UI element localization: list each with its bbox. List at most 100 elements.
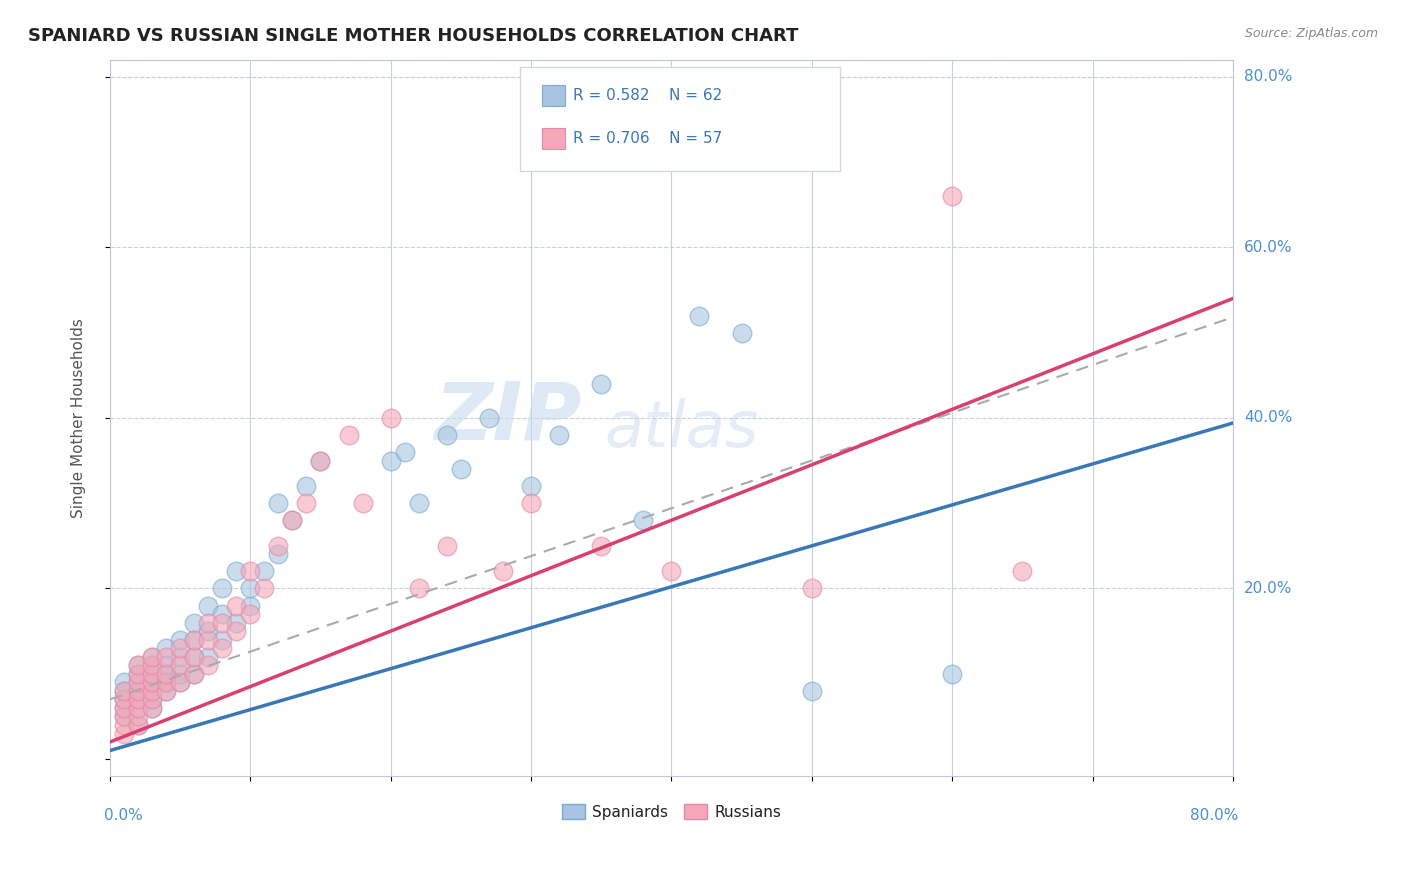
Point [239, 599, 262, 613]
Point [211, 641, 233, 656]
Text: 40.0%: 40.0% [1244, 410, 1292, 425]
Point [394, 445, 416, 459]
Point [183, 649, 205, 664]
Point [127, 684, 149, 698]
Point [183, 649, 205, 664]
Text: Source: ZipAtlas.com: Source: ZipAtlas.com [1244, 27, 1378, 40]
Point [295, 496, 318, 510]
Point [127, 692, 149, 706]
Point [169, 649, 191, 664]
Point [141, 658, 163, 673]
Point [520, 479, 543, 493]
Point [520, 496, 543, 510]
Point [211, 632, 233, 647]
Point [492, 565, 515, 579]
Point [112, 709, 135, 723]
Point [730, 326, 752, 340]
Point [141, 701, 163, 715]
Y-axis label: Single Mother Households: Single Mother Households [72, 318, 86, 518]
Point [127, 666, 149, 681]
Point [436, 539, 458, 553]
Point [941, 666, 963, 681]
Point [127, 701, 149, 715]
Point [197, 632, 219, 647]
Point [633, 513, 655, 527]
Point [239, 607, 262, 621]
Point [183, 632, 205, 647]
Point [112, 684, 135, 698]
Point [408, 496, 430, 510]
Point [197, 615, 219, 630]
Text: atlas: atlas [605, 398, 758, 459]
Point [197, 649, 219, 664]
Point [169, 641, 191, 656]
Point [661, 565, 683, 579]
Point [239, 565, 262, 579]
Text: SPANIARD VS RUSSIAN SINGLE MOTHER HOUSEHOLDS CORRELATION CHART: SPANIARD VS RUSSIAN SINGLE MOTHER HOUSEH… [28, 27, 799, 45]
Point [155, 666, 177, 681]
Text: R = 0.706    N = 57: R = 0.706 N = 57 [572, 131, 721, 146]
Point [127, 709, 149, 723]
Point [127, 718, 149, 732]
Bar [543, 85, 565, 106]
Point [450, 462, 472, 476]
Point [267, 496, 290, 510]
Point [112, 692, 135, 706]
Point [141, 684, 163, 698]
Point [141, 692, 163, 706]
Point [800, 684, 823, 698]
Point [183, 666, 205, 681]
Point [112, 684, 135, 698]
Point [127, 658, 149, 673]
Point [267, 547, 290, 561]
Point [295, 479, 318, 493]
FancyBboxPatch shape [520, 67, 839, 170]
Point [169, 658, 191, 673]
Point [548, 428, 571, 442]
Text: R = 0.582    N = 62: R = 0.582 N = 62 [572, 88, 721, 103]
Point [436, 428, 458, 442]
Text: 60.0%: 60.0% [1244, 240, 1292, 255]
Point [239, 582, 262, 596]
Point [155, 649, 177, 664]
Point [1011, 565, 1033, 579]
Point [155, 684, 177, 698]
Text: 0.0%: 0.0% [104, 808, 143, 823]
Point [155, 675, 177, 690]
Point [253, 565, 276, 579]
Point [169, 632, 191, 647]
Point [380, 410, 402, 425]
Point [281, 513, 304, 527]
Point [141, 649, 163, 664]
Point [112, 701, 135, 715]
Point [941, 189, 963, 203]
Point [225, 565, 247, 579]
Point [183, 615, 205, 630]
Point [155, 658, 177, 673]
Point [267, 539, 290, 553]
Point [169, 675, 191, 690]
Text: ZIP: ZIP [434, 379, 582, 457]
Point [225, 599, 247, 613]
Point [800, 582, 823, 596]
Point [591, 539, 613, 553]
Point [112, 718, 135, 732]
Point [211, 582, 233, 596]
Point [141, 649, 163, 664]
Point [169, 675, 191, 690]
Point [281, 513, 304, 527]
Point [141, 675, 163, 690]
Legend: Spaniards, Russians: Spaniards, Russians [555, 797, 787, 826]
Point [127, 701, 149, 715]
Bar [543, 128, 565, 149]
Point [127, 666, 149, 681]
Point [112, 726, 135, 740]
Point [197, 624, 219, 639]
Point [689, 309, 711, 323]
Point [127, 684, 149, 698]
Text: 80.0%: 80.0% [1191, 808, 1239, 823]
Point [127, 658, 149, 673]
Point [127, 692, 149, 706]
Point [141, 666, 163, 681]
Point [309, 453, 332, 467]
